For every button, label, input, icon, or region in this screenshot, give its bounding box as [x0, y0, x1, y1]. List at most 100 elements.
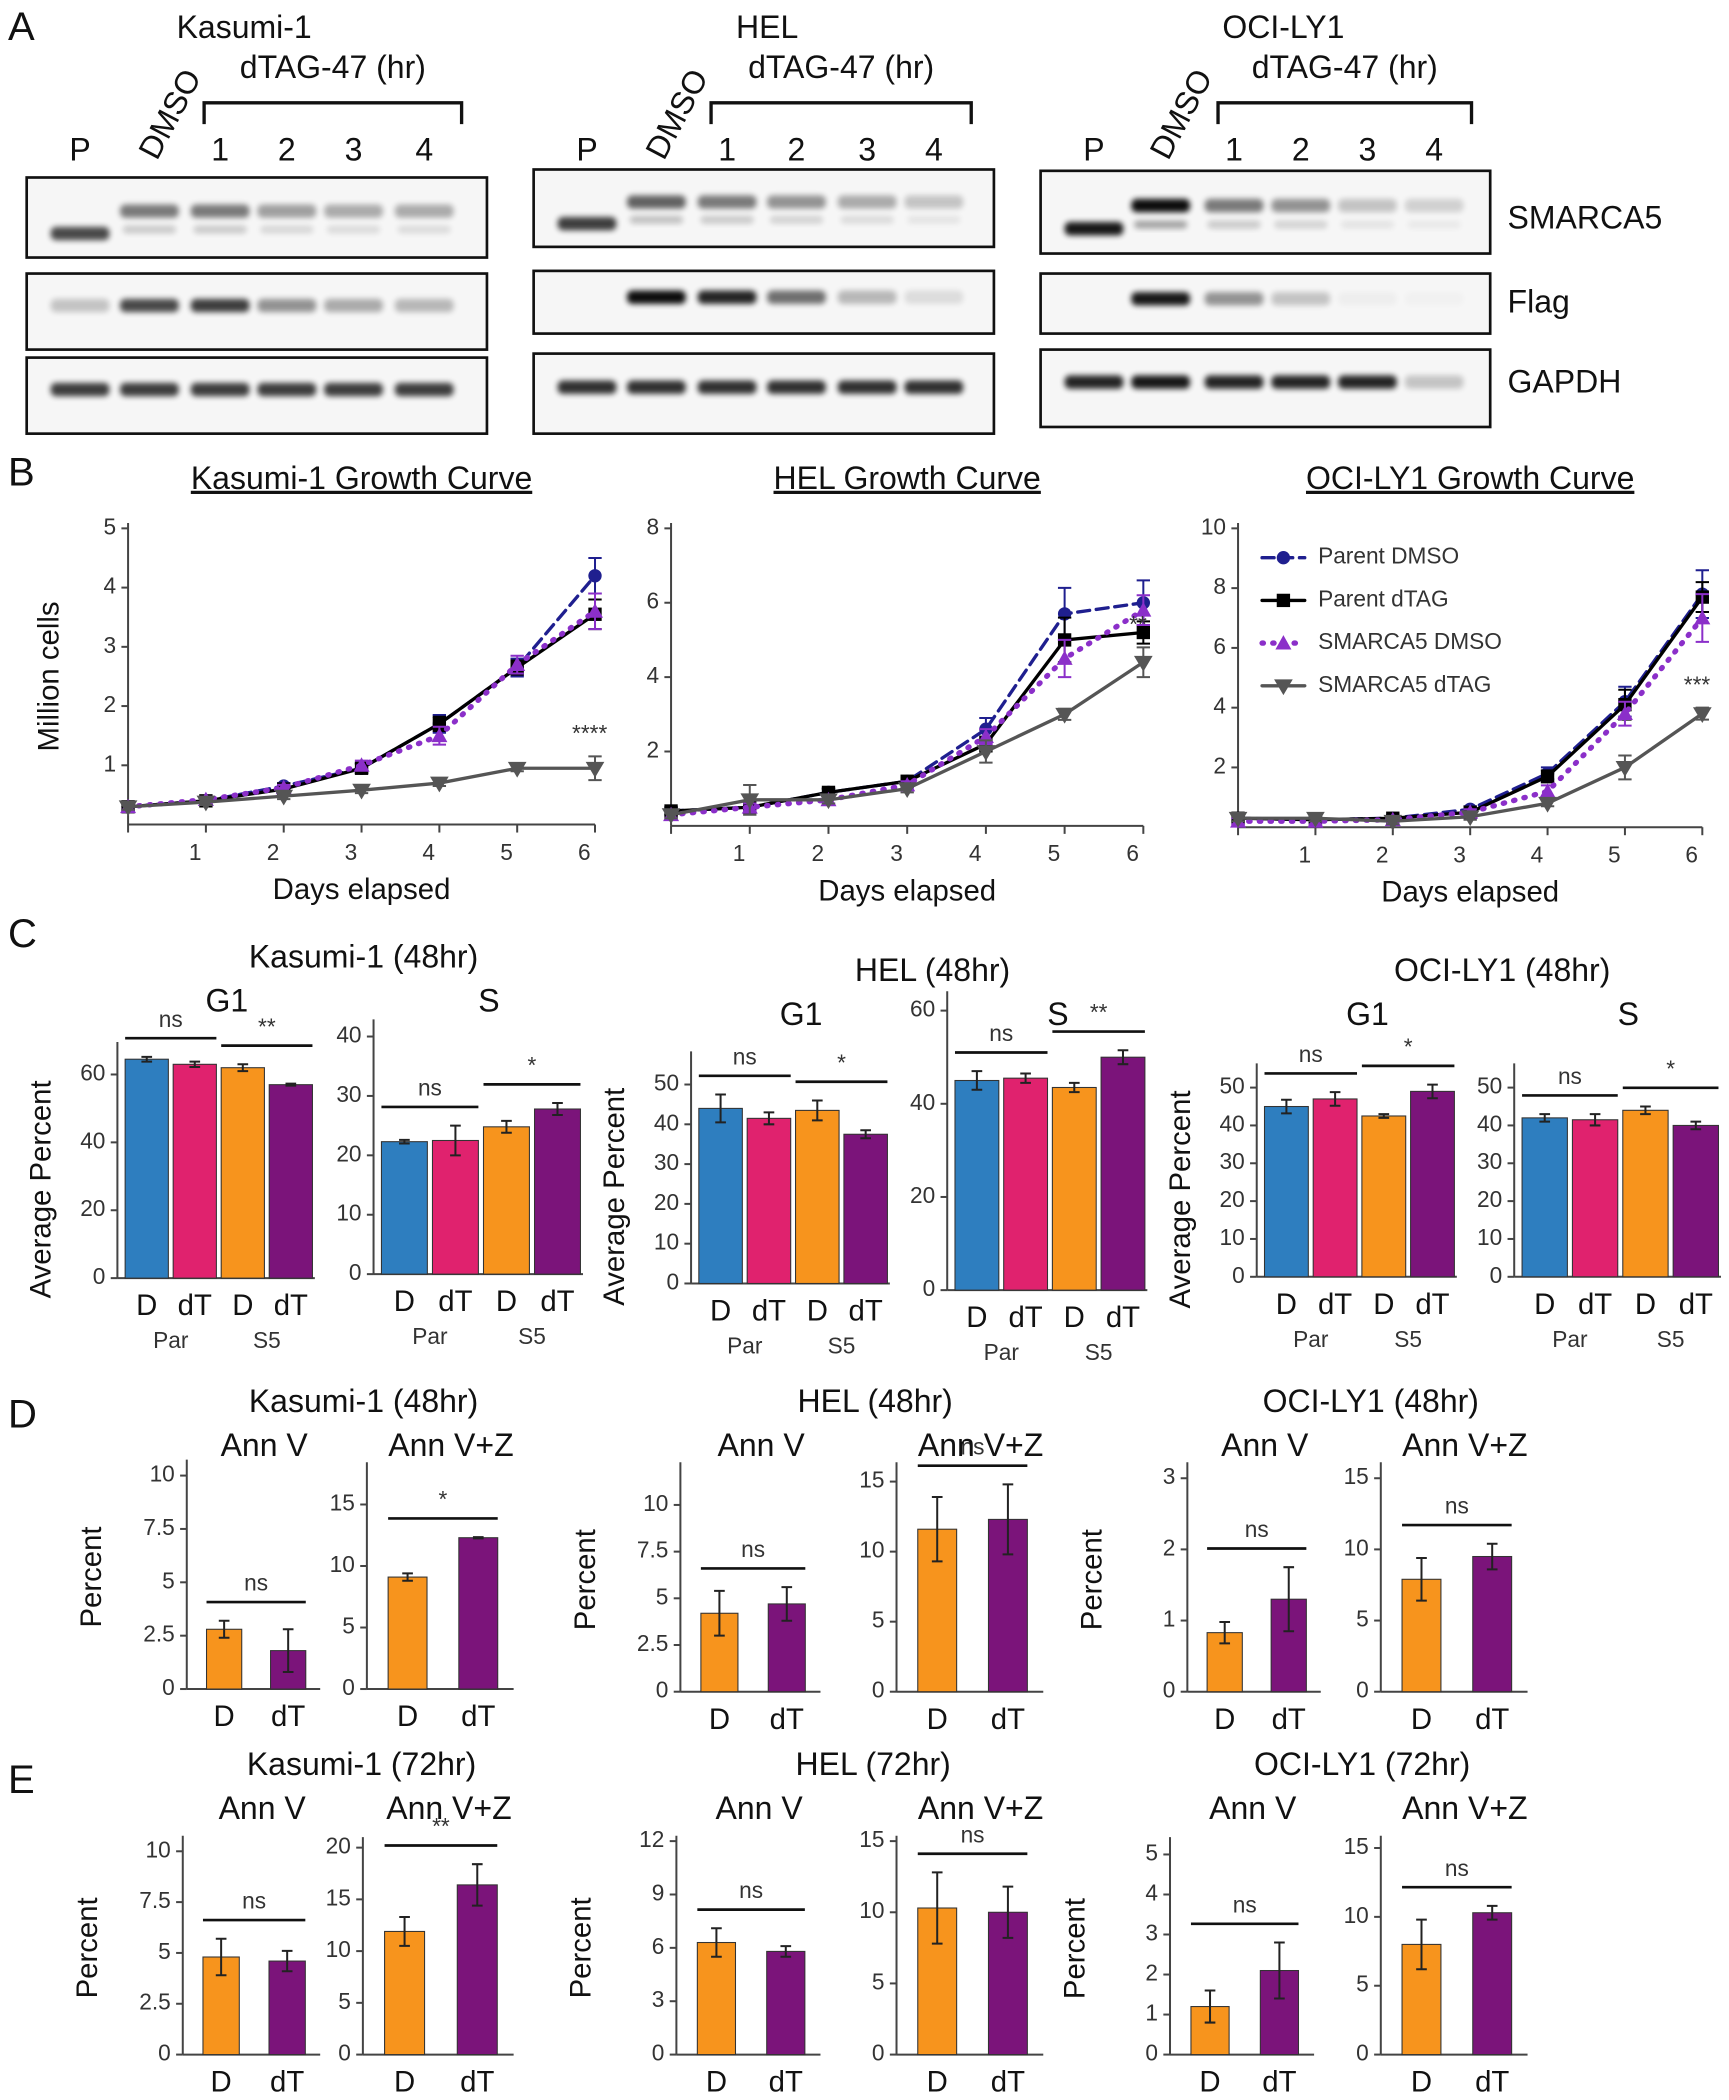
x-tick-label: D	[232, 1289, 253, 1322]
error-bar	[1690, 1120, 1702, 1131]
y-tick-label: 10	[326, 1936, 351, 1962]
y-tick-label: 0	[1356, 2040, 1369, 2066]
significance-label: *	[1404, 1034, 1413, 1060]
y-tick-label: 6	[646, 588, 659, 614]
y-axis-label: Average Percent	[598, 1088, 631, 1306]
bar	[380, 1141, 428, 1275]
bar	[1312, 1098, 1358, 1278]
significance-label: *	[528, 1052, 537, 1078]
marker	[1056, 650, 1073, 665]
x-tick-label: D	[710, 1295, 731, 1328]
error-bar	[711, 1927, 722, 1958]
panel-title: HEL (48hr)	[798, 1383, 953, 1419]
treatment-label: dTAG-47 (hr)	[1252, 49, 1438, 85]
band	[397, 225, 451, 234]
lane-label: P	[1083, 132, 1104, 168]
lane-label: 3	[1359, 132, 1377, 168]
band	[394, 382, 454, 397]
x-tick-label: 1	[189, 839, 202, 865]
bar	[220, 1067, 265, 1279]
y-tick-label: 2.5	[139, 1989, 171, 2015]
group-label: Par	[1552, 1326, 1588, 1352]
y-tick-label: 20	[1477, 1186, 1502, 1212]
marker	[1306, 811, 1325, 828]
bar	[458, 1537, 499, 1690]
blot-row-label: GAPDH	[1508, 364, 1622, 400]
band	[1204, 292, 1264, 306]
error-bar	[237, 1063, 249, 1073]
x-tick-label: D	[1635, 1288, 1656, 1321]
significance-label: **	[1129, 611, 1147, 637]
band	[907, 215, 961, 224]
x-tick-label: dT	[1475, 2066, 1509, 2099]
x-tick-label: dT	[460, 2066, 494, 2099]
band	[837, 290, 897, 304]
lane-label: 2	[278, 132, 296, 168]
marker	[976, 745, 996, 761]
y-tick-label: 0	[93, 1263, 106, 1289]
bar	[795, 1109, 840, 1285]
y-tick-label: 15	[859, 1826, 884, 1852]
y-axis-label: Average Percent	[24, 1080, 57, 1298]
marker	[1135, 602, 1152, 617]
blot-row-label: SMARCA5	[1508, 200, 1663, 236]
panel-title: Kasumi-1 (72hr)	[247, 1746, 476, 1782]
band	[190, 204, 250, 218]
y-tick-label: 60	[80, 1059, 105, 1085]
error-bar	[1486, 1904, 1498, 1921]
error-bar	[215, 1937, 227, 1977]
y-tick-label: 0	[162, 1674, 175, 1700]
y-tick-label: 5	[1356, 1606, 1369, 1632]
group-label: S5	[518, 1323, 546, 1349]
chart-title: G1	[780, 996, 823, 1032]
error-bar	[715, 1093, 726, 1124]
band	[1271, 375, 1331, 389]
x-tick-label: dT	[849, 1295, 883, 1328]
band	[1338, 292, 1397, 305]
significance-label: ns	[1245, 1516, 1269, 1542]
band	[1405, 292, 1464, 305]
legend-marker	[1274, 679, 1293, 696]
significance-label: ns	[961, 1821, 985, 1847]
y-tick-label: 40	[80, 1127, 105, 1153]
x-tick-label: dT	[1475, 1703, 1509, 1736]
y-tick-label: 15	[1344, 1463, 1369, 1489]
significance-label: ns	[1445, 1493, 1469, 1519]
x-tick-label: dT	[461, 1700, 495, 1733]
chart-title: OCI-LY1 Growth Curve	[1306, 460, 1634, 496]
error-bar	[1219, 1620, 1231, 1645]
band	[697, 290, 757, 304]
panel-letter: D	[8, 1392, 37, 1436]
x-tick-label: dT	[1679, 1288, 1713, 1321]
x-tick-label: 1	[733, 840, 746, 866]
lane-label: 1	[1225, 132, 1243, 168]
x-tick-label: D	[1373, 1288, 1394, 1321]
bar	[1521, 1117, 1568, 1278]
band	[394, 298, 454, 313]
y-tick-label: 40	[654, 1109, 679, 1135]
x-axis-label: Days elapsed	[273, 873, 451, 906]
error-bar	[472, 1536, 484, 1540]
band	[1271, 198, 1331, 213]
marker	[819, 793, 838, 810]
error-bar	[501, 1119, 512, 1134]
y-tick-label: 12	[639, 1826, 664, 1852]
x-tick-label: D	[394, 2066, 415, 2099]
x-tick-label: D	[1199, 2066, 1220, 2099]
y-tick-label: 15	[330, 1489, 355, 1515]
y-tick-label: 5	[162, 1567, 175, 1593]
bar	[1472, 1555, 1513, 1693]
x-tick-label: dT	[1578, 1288, 1612, 1321]
y-axis-label: Average Percent	[1164, 1090, 1197, 1308]
x-tick-label: 5	[1608, 842, 1621, 868]
bar	[1410, 1090, 1455, 1278]
y-tick-label: 1	[1145, 2000, 1158, 2026]
x-tick-label: dT	[1008, 1301, 1042, 1334]
bar	[696, 1941, 737, 2056]
bar	[384, 1930, 426, 2056]
legend-marker	[1276, 551, 1291, 565]
band	[190, 298, 250, 313]
marker	[353, 757, 370, 772]
panel-letter: C	[8, 912, 37, 956]
